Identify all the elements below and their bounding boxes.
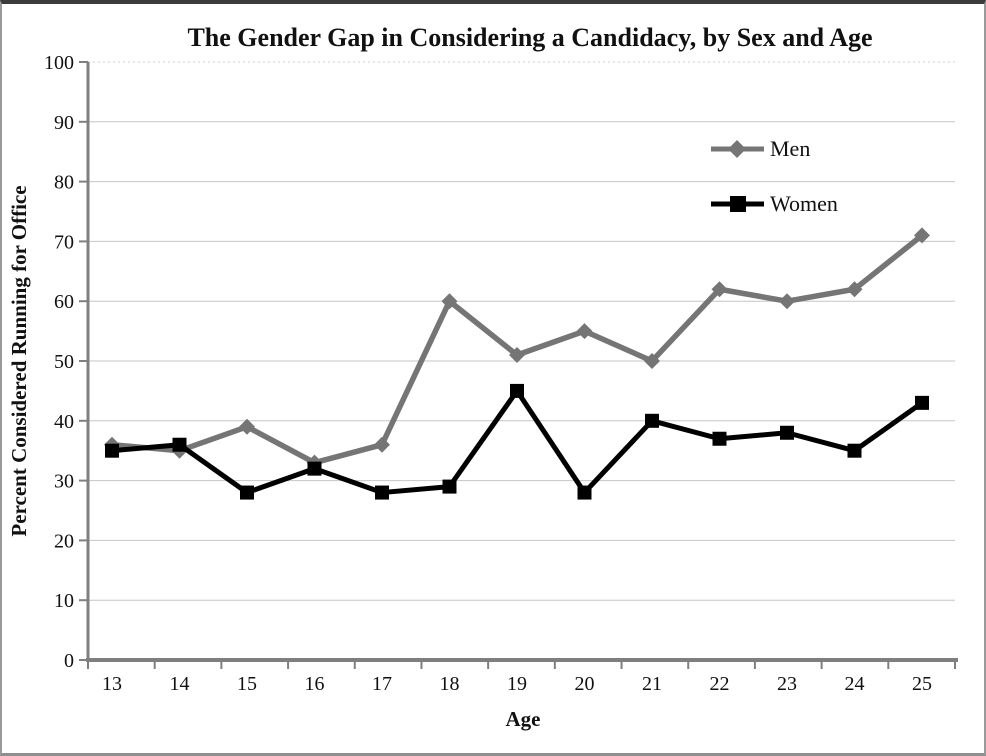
data-point-women	[442, 479, 457, 494]
data-point-women	[645, 413, 659, 428]
x-tick-label: 22	[710, 673, 730, 695]
x-tick-label: 21	[642, 673, 662, 695]
x-tick-label: 23	[777, 673, 797, 695]
y-axis-title: Percent Considered Running for Office	[7, 185, 31, 536]
axes: 0 10 20 30 40 50 60 70 80 90 100 13 14 15 16 17 18 19 20 21…	[44, 52, 958, 695]
y-tick-label: 10	[54, 590, 74, 612]
data-point-women	[510, 383, 524, 398]
y-tick-label: 80	[54, 172, 74, 194]
data-point-men	[441, 293, 458, 310]
y-tick-label: 100	[44, 52, 74, 74]
data-point-women	[577, 485, 592, 500]
legend-label-women: Women	[770, 191, 838, 216]
y-tick-label: 90	[54, 112, 74, 134]
x-tick-label: 17	[372, 673, 392, 695]
data-point-men	[374, 436, 390, 453]
x-tick-label: 16	[305, 673, 325, 695]
y-tick-label: 70	[54, 231, 74, 253]
x-tick-label: 20	[575, 673, 595, 695]
data-point-women	[307, 461, 322, 476]
x-axis-title: Age	[506, 707, 541, 731]
data-point-men	[779, 293, 795, 310]
data-point-women	[915, 395, 929, 410]
x-tick-label: 24	[845, 673, 865, 695]
x-tick-label: 13	[102, 673, 122, 695]
x-tick-label: 14	[170, 673, 190, 695]
series-line-women	[109, 388, 925, 496]
data-point-women	[240, 485, 254, 500]
data-point-women	[780, 425, 794, 440]
data-point-men	[644, 353, 660, 369]
y-tick-label: 20	[54, 530, 74, 552]
x-tick-label: 25	[912, 673, 932, 695]
data-point-women	[375, 485, 389, 500]
legend-marker-men	[728, 140, 746, 158]
legend-marker-women	[730, 196, 746, 212]
data-point-women	[105, 443, 119, 458]
chart-title: The Gender Gap in Considering a Candidac…	[187, 23, 872, 52]
data-point-women	[172, 437, 187, 452]
x-tick-label: 18	[440, 673, 460, 695]
legend-label-men: Men	[770, 136, 810, 161]
data-series	[104, 227, 930, 500]
data-point-women	[847, 443, 862, 458]
data-point-men	[711, 281, 728, 298]
data-point-men	[239, 418, 255, 435]
data-point-men	[509, 347, 525, 364]
x-tick-label: 19	[507, 673, 527, 695]
y-tick-label: 30	[54, 471, 74, 493]
y-tick-label: 50	[54, 351, 74, 373]
y-tick-label: 40	[54, 411, 74, 433]
data-point-men	[576, 323, 593, 340]
data-point-men	[846, 281, 863, 298]
y-tick-label: 0	[64, 650, 74, 672]
x-tick-label: 15	[237, 673, 257, 695]
data-point-women	[712, 431, 727, 446]
legend: Men Women	[711, 136, 838, 216]
data-point-men	[914, 227, 930, 244]
gridlines	[88, 61, 955, 601]
y-tick-label: 60	[54, 291, 74, 313]
